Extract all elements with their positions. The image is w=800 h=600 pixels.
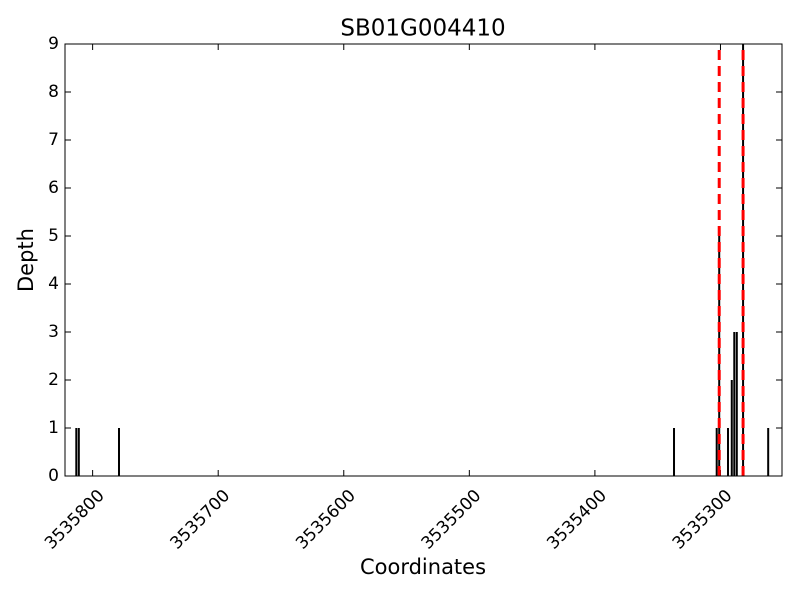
x-axis-label: Coordinates bbox=[360, 555, 486, 579]
bar bbox=[75, 428, 78, 476]
bar bbox=[727, 428, 730, 476]
chart-title: SB01G004410 bbox=[340, 16, 505, 42]
y-tick-label: 4 bbox=[48, 274, 59, 294]
y-tick-label: 0 bbox=[48, 466, 59, 486]
bar bbox=[117, 428, 120, 476]
y-tick-label: 8 bbox=[48, 82, 59, 102]
bar bbox=[715, 428, 718, 476]
y-tick-label: 7 bbox=[48, 130, 59, 150]
y-tick-label: 1 bbox=[48, 418, 59, 438]
y-tick-label: 9 bbox=[48, 34, 59, 54]
bar bbox=[735, 332, 738, 476]
plot-frame bbox=[64, 43, 783, 477]
y-tick-label: 2 bbox=[48, 370, 59, 390]
bar bbox=[77, 428, 80, 476]
bar bbox=[730, 380, 733, 476]
y-tick-label: 5 bbox=[48, 226, 59, 246]
bar bbox=[767, 428, 770, 476]
y-tick-label: 6 bbox=[48, 178, 59, 198]
y-axis-label: Depth bbox=[14, 228, 38, 292]
y-tick-label: 3 bbox=[48, 322, 59, 342]
bar bbox=[673, 428, 676, 476]
bar bbox=[733, 332, 736, 476]
